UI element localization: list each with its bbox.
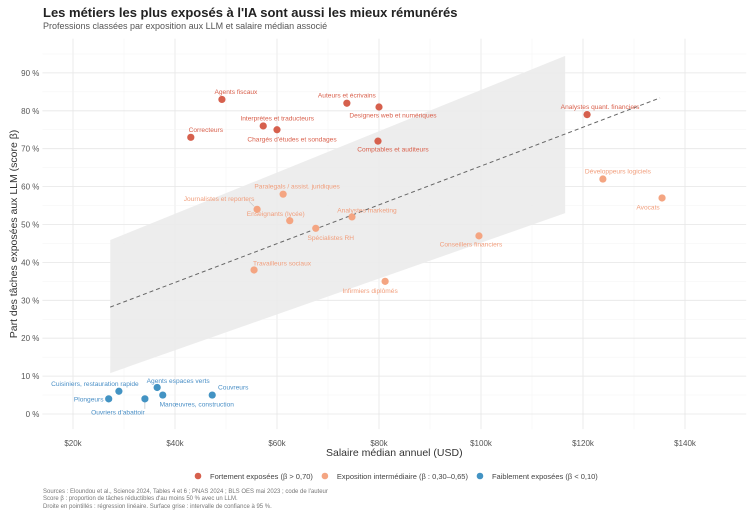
point-label: Comptables et auditeurs (357, 147, 429, 154)
y-tick-label: 0 % (26, 410, 40, 419)
point-label: Correcteurs (189, 127, 224, 134)
data-point (218, 95, 226, 104)
x-tick-label: $100k (470, 439, 493, 448)
data-point (273, 126, 281, 134)
point-label: Spécialistes RH (307, 235, 354, 242)
y-axis-label: Part des tâches exposées aux LLM (score … (8, 130, 20, 339)
label-leader-line (248, 201, 255, 207)
y-tick-label: 50 % (21, 221, 39, 230)
x-tick-label: $140k (674, 439, 697, 448)
point-label: Couvreurs (218, 385, 249, 392)
point-label: Chargés d'études et sondages (247, 136, 337, 143)
data-point (375, 103, 383, 111)
data-point (658, 194, 666, 202)
data-point (348, 213, 356, 221)
note-line: Droite en pointillés : régression linéai… (43, 503, 272, 510)
point-label: Développeurs logiciels (585, 169, 652, 176)
y-tick-label: 90 % (21, 69, 39, 78)
data-point (253, 205, 261, 213)
y-tick-label: 30 % (21, 296, 39, 305)
point-label: Agents fiscaux (214, 89, 258, 96)
x-tick-label: $60k (268, 439, 286, 448)
point-label: Designers web et numériques (349, 113, 437, 120)
point-label: Plongeurs (74, 396, 104, 403)
point-label: Ouvriers d'abattoir (91, 409, 145, 416)
legend-label: Exposition intermédiaire (β : 0,30–0,65) (337, 472, 469, 481)
data-point (141, 395, 149, 403)
note-line: Score β : proportion de tâches réductibl… (43, 496, 238, 503)
data-point (343, 99, 351, 107)
point-label: Conseillers financiers (440, 241, 503, 248)
legend-label: Fortement exposées (β > 0,70) (210, 472, 313, 481)
point-label: Analystes quant. financiers (561, 104, 641, 111)
confidence-band (110, 55, 566, 374)
data-point (381, 277, 389, 285)
point-label: Auteurs et écrivains (318, 93, 377, 100)
point-label: Cuisiniers, restauration rapide (51, 381, 139, 388)
data-point (583, 110, 591, 119)
data-point (105, 395, 113, 403)
point-label: Travailleurs sociaux (253, 260, 312, 267)
legend-marker (476, 472, 484, 480)
y-tick-label: 60 % (21, 183, 39, 192)
note-line: Sources : Eloundou et al., Science 2024,… (43, 489, 328, 495)
point-label: Paralegals / assist. juridiques (254, 184, 340, 191)
data-point (153, 383, 161, 392)
legend-marker (194, 472, 202, 480)
data-point (286, 217, 294, 225)
y-tick-label: 70 % (21, 145, 39, 154)
data-point (374, 137, 382, 145)
x-tick-label: $80k (370, 439, 388, 448)
regression-line (110, 97, 661, 308)
point-label: Analystes marketing (337, 207, 397, 214)
y-tick-label: 40 % (21, 258, 39, 267)
x-axis-label: Salaire médian annuel (USD) (326, 447, 463, 459)
data-point (599, 175, 607, 183)
point-label: Manœuvres, construction (160, 402, 235, 409)
y-tick-label: 10 % (21, 372, 39, 381)
point-label: Enseignants (lycée) (247, 211, 305, 218)
data-point (250, 266, 258, 274)
data-point (312, 224, 320, 232)
x-tick-label: $120k (572, 439, 595, 448)
data-point (279, 190, 287, 198)
point-label: Avocats (636, 204, 660, 211)
y-tick-label: 20 % (21, 334, 39, 343)
point-label: Agents espaces verts (147, 378, 211, 385)
data-point (259, 122, 267, 130)
y-tick-label: 80 % (21, 107, 39, 116)
data-point (475, 232, 483, 240)
x-tick-label: $40k (166, 439, 184, 448)
point-label: Infirmiers diplômés (342, 288, 398, 295)
x-tick-label: $20k (64, 439, 82, 448)
data-point (159, 391, 167, 399)
source-notes: Sources : Eloundou et al., Science 2024,… (43, 489, 328, 511)
legend-marker (321, 472, 329, 480)
data-point (208, 391, 216, 399)
chart-subtitle: Professions classées par exposition aux … (43, 21, 328, 31)
point-label: Journalistes et reporters (184, 196, 255, 203)
point-label: Interprètes et traducteurs (240, 115, 314, 122)
legend-label: Faiblement exposées (β < 0,10) (492, 472, 598, 481)
data-point (115, 387, 123, 395)
data-point (187, 133, 195, 141)
chart-title: Les métiers les plus exposés à l'IA sont… (43, 5, 458, 20)
